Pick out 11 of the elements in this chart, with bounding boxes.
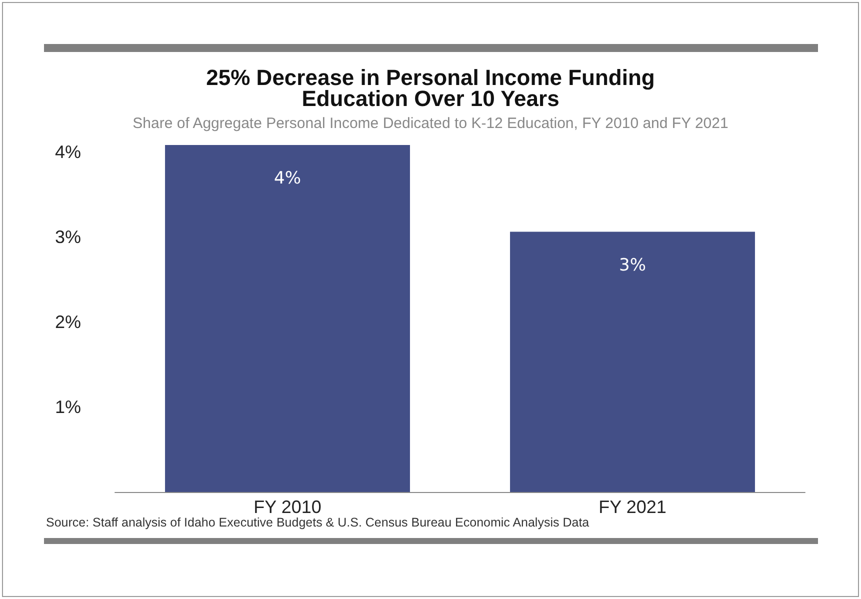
y-tick-label: 4% xyxy=(55,142,82,162)
data-label: 3% xyxy=(619,255,646,276)
chart-subtitle: Share of Aggregate Personal Income Dedicated to K-12 Education, FY 2010 and FY 2021 xyxy=(132,115,728,132)
data-label: 4% xyxy=(274,168,301,188)
source-note: Source: Staff analysis of Idaho Executive Budgets & U.S. Census Bureau Economic Analysis Data xyxy=(46,516,590,530)
y-tick-label: 2% xyxy=(55,312,82,332)
chart-title: 25% Decrease in Personal Income Funding Education Over 10 Years xyxy=(206,65,655,111)
y-tick-label: 1% xyxy=(55,396,82,417)
y-tick-label: 3% xyxy=(55,226,82,247)
x-tick-label: FY 2021 xyxy=(598,497,666,517)
x-tick-label: FY 2010 xyxy=(254,497,322,517)
